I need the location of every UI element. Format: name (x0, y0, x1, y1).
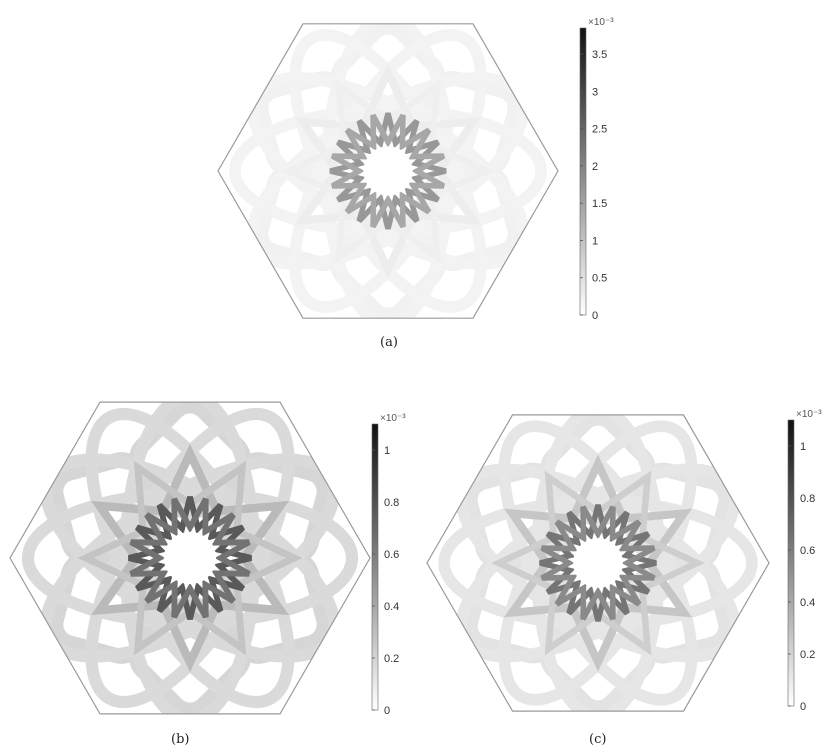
colorbar-tick-label: 0.4 (800, 597, 815, 609)
colorbar-tick-label: 2 (592, 161, 598, 173)
hexagon-design-a (217, 23, 559, 319)
caption-a: (a) (380, 335, 398, 350)
colorbar-tick-label: 0.2 (384, 653, 399, 665)
colorbar-exponent: ×10⁻³ (380, 413, 406, 424)
hexagon-border (217, 23, 559, 319)
inner-star (539, 504, 657, 622)
panel-a: ×10⁻³ 0 0.5 1 1.5 2 2.5 3 3.5 (217, 17, 614, 322)
colorbar-tick-label: 1.5 (592, 198, 607, 210)
colorbar-tick-label: 0 (384, 705, 390, 717)
petal-outline (85, 407, 295, 709)
colorbar-gradient (787, 419, 795, 707)
petal-outline (530, 414, 666, 712)
colorbar-b: ×10⁻³ 0 0.2 0.4 0.6 0.8 1 (371, 413, 406, 717)
central-hole (363, 146, 413, 196)
inner-star (540, 505, 656, 621)
panel-b: ×10⁻³ 0 0.2 0.4 0.6 0.8 1 (9, 401, 406, 717)
colorbar-tick-label: 3.5 (592, 49, 607, 61)
colorbar-tick-label: 0 (592, 310, 598, 322)
hexagon-border (426, 414, 770, 712)
colorbar-tick-label: 0.4 (384, 601, 399, 613)
inner-star (329, 112, 447, 230)
mid-star (491, 470, 705, 656)
inner-star (128, 496, 252, 620)
colorbar-tick-label: 0 (800, 701, 806, 713)
panel-c: ×10⁻³ 0 0.2 0.4 0.6 0.8 1 (426, 409, 822, 713)
petal-outline (438, 495, 758, 631)
inner-star (330, 113, 446, 229)
mid-star (91, 443, 289, 673)
petal-outline (289, 29, 487, 313)
hexagon-design-b (9, 401, 371, 715)
mid-star (503, 454, 693, 672)
petal-outline (289, 29, 487, 313)
petal-outline (119, 402, 261, 714)
colorbar-gradient (579, 27, 587, 316)
caption-b: (b) (171, 732, 190, 747)
colorbar-c: ×10⁻³ 0 0.2 0.4 0.6 0.8 1 (787, 409, 822, 713)
hexagon-pattern (438, 414, 758, 712)
petal-outline (229, 104, 547, 239)
mid-star (281, 78, 495, 264)
petal-outline (21, 487, 359, 629)
hexagon-design-c (426, 414, 770, 712)
colorbar-tick-label: 1 (800, 441, 806, 453)
caption-c: (c) (589, 732, 607, 747)
petal-outline (498, 420, 698, 706)
colorbar-tick-label: 2.5 (592, 124, 607, 136)
colorbar-tick-label: 0.8 (384, 497, 399, 509)
colorbar-exponent: ×10⁻³ (588, 17, 614, 28)
colorbar-tick-label: 0.2 (800, 649, 815, 661)
colorbar-a: ×10⁻³ 0 0.5 1 1.5 2 2.5 3 3.5 (579, 17, 614, 322)
colorbar-tick-label: 3 (592, 86, 598, 98)
mid-star (77, 460, 303, 656)
colorbar-tick-label: 0.6 (384, 549, 399, 561)
colorbar-exponent: ×10⁻³ (796, 409, 822, 420)
colorbar-tick-label: 0.5 (592, 273, 607, 285)
hexagon-pattern (229, 23, 547, 319)
central-hole (163, 531, 217, 585)
colorbar-tick-label: 0.6 (800, 545, 815, 557)
colorbar-tick-label: 0.8 (800, 493, 815, 505)
central-hole (573, 538, 623, 588)
inner-star (129, 497, 251, 619)
petal-outline (85, 407, 295, 709)
hexagon-pattern (21, 402, 359, 714)
petal-outline (320, 23, 455, 319)
mid-star (294, 63, 482, 279)
colorbar-tick-label: 1 (592, 235, 598, 247)
colorbar-tick-label: 1 (384, 445, 390, 457)
colorbar-gradient (371, 423, 379, 711)
petal-outline (498, 420, 698, 706)
hexagon-border (9, 401, 371, 715)
